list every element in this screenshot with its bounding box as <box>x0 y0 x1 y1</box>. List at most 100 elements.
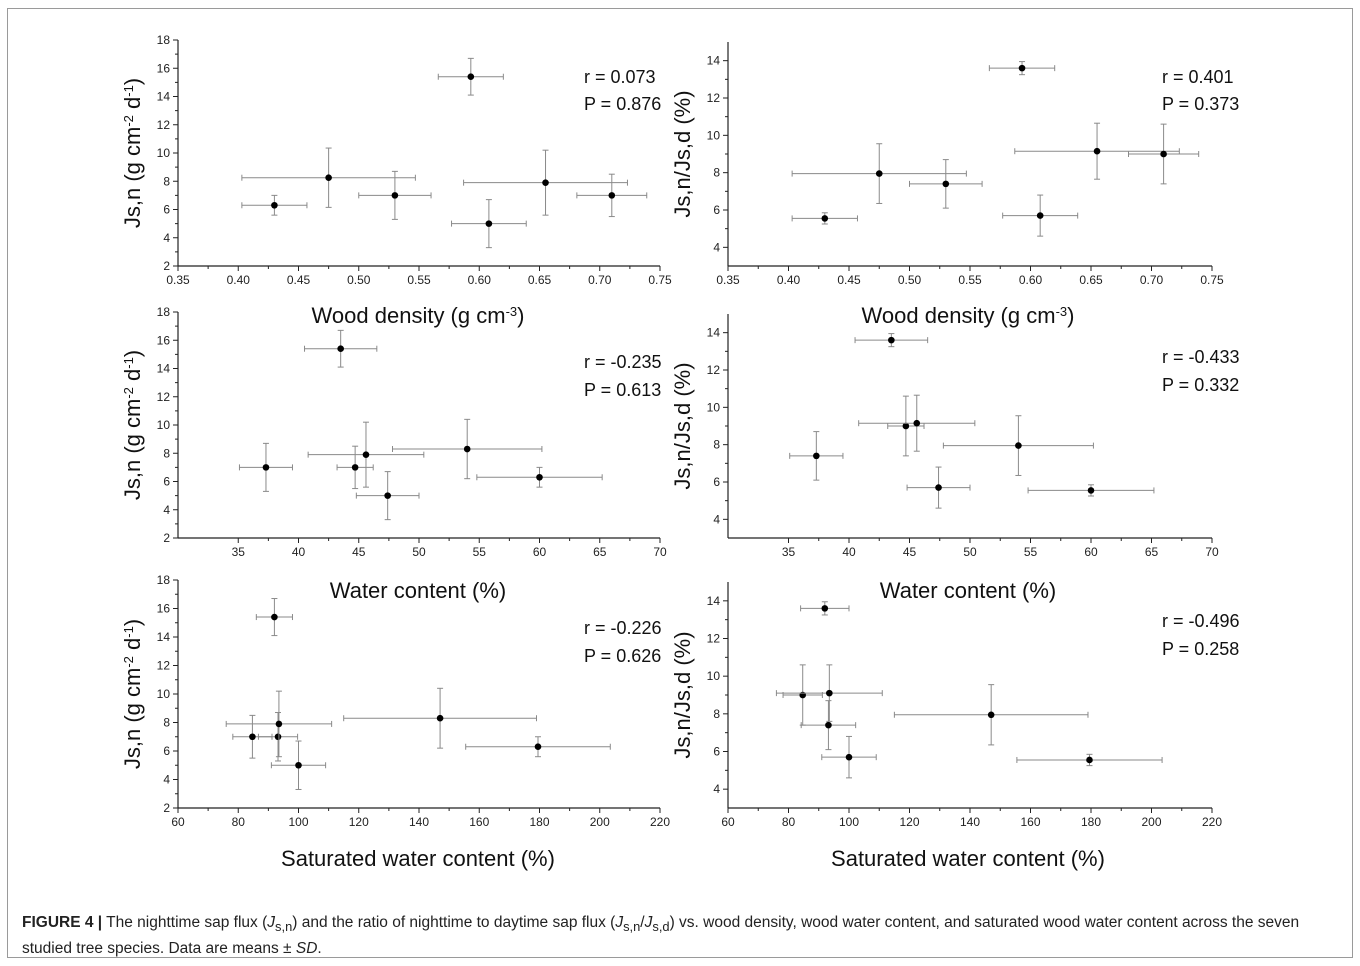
x-tick-label: 120 <box>899 815 919 829</box>
caption-text-3: ) vs. wood density, wood water content, … <box>22 914 1300 958</box>
data-point-group <box>358 170 432 220</box>
data-point <box>262 464 270 471</box>
data-point <box>1036 212 1044 219</box>
x-axis-label: Water content (%) <box>330 578 506 603</box>
data-point-group <box>906 466 971 509</box>
data-point-group <box>255 598 293 637</box>
x-tick-label: 60 <box>171 815 185 829</box>
y-tick-label: 12 <box>707 632 721 646</box>
y-axis-label: Js,n/Js,d (%) <box>670 631 695 758</box>
x-tick-label: 80 <box>782 815 796 829</box>
data-point <box>391 192 399 199</box>
data-point-group <box>307 421 425 488</box>
correlation-r-label: r = -0.496 <box>1162 611 1240 631</box>
y-tick-label: 10 <box>157 146 171 160</box>
y-tick-label: 4 <box>163 231 170 245</box>
data-point-group <box>1027 484 1155 497</box>
data-point <box>351 464 359 471</box>
x-tick-label: 0.35 <box>716 273 740 287</box>
x-tick-label: 0.50 <box>347 273 371 287</box>
data-point-group <box>782 664 823 726</box>
y-tick-label: 8 <box>713 438 720 452</box>
x-tick-label: 65 <box>1145 545 1159 559</box>
data-point <box>542 179 549 186</box>
data-point <box>536 473 543 481</box>
x-tick-label: 0.40 <box>227 273 251 287</box>
caption-subscript-1: s,n <box>275 919 293 935</box>
x-tick-label: 0.75 <box>648 273 672 287</box>
x-axis-label: Saturated water content (%) <box>281 846 555 871</box>
y-tick-label: 4 <box>163 503 170 517</box>
data-point-group <box>241 147 416 208</box>
y-tick-label: 18 <box>157 573 171 587</box>
p-value-label: P = 0.258 <box>1162 639 1239 659</box>
data-point-group <box>576 173 648 218</box>
y-tick-label: 12 <box>157 659 171 673</box>
data-point <box>845 753 853 761</box>
chart-panel-d: 35 40 45 50 55 60 65 70 4 6 8 10 12 14 Water content (… <box>670 314 1240 603</box>
x-tick-label: 70 <box>1205 545 1219 559</box>
y-tick-label: 16 <box>157 61 171 75</box>
data-point <box>337 345 344 353</box>
data-point-group <box>355 471 420 521</box>
x-tick-label: 0.40 <box>777 273 801 287</box>
x-tick-label: 220 <box>1202 815 1222 829</box>
x-tick-label: 140 <box>409 815 429 829</box>
data-point <box>608 192 616 199</box>
data-point-group <box>437 57 504 96</box>
y-tick-label: 8 <box>713 707 720 721</box>
figure-caption: FIGURE 4 | The nighttime sap flux (Js,n)… <box>22 912 1338 960</box>
caption-text-1: The nighttime sap flux ( <box>102 914 268 931</box>
x-tick-label: 55 <box>473 545 487 559</box>
x-tick-label: 0.35 <box>166 273 190 287</box>
y-tick-label: 16 <box>157 333 171 347</box>
y-tick-label: 4 <box>713 512 720 526</box>
y-tick-label: 12 <box>707 363 721 377</box>
y-tick-label: 8 <box>163 716 170 730</box>
correlation-r-label: r = -0.433 <box>1162 347 1240 367</box>
x-tick-label: 45 <box>903 545 917 559</box>
y-tick-label: 4 <box>713 240 720 254</box>
x-tick-label: 45 <box>352 545 366 559</box>
data-point <box>913 419 921 427</box>
y-tick-label: 2 <box>163 259 170 273</box>
data-point-group <box>451 199 527 249</box>
data-point <box>1018 64 1026 72</box>
y-tick-label: 12 <box>707 91 721 105</box>
x-axis-label: Water content (%) <box>880 578 1056 603</box>
data-point <box>1086 756 1093 764</box>
y-tick-label: 2 <box>163 531 170 545</box>
y-tick-label: 6 <box>713 475 720 489</box>
data-point-group <box>391 418 543 480</box>
x-tick-label: 180 <box>1081 815 1101 829</box>
data-point <box>1093 147 1101 155</box>
y-tick-label: 10 <box>157 418 171 432</box>
data-point-group <box>791 212 858 225</box>
x-tick-label: 50 <box>412 545 426 559</box>
y-tick-label: 12 <box>157 118 171 132</box>
x-tick-label: 0.55 <box>958 273 982 287</box>
caption-sd: SD <box>295 940 318 958</box>
y-tick-label: 10 <box>707 400 721 414</box>
x-tick-label: 0.55 <box>407 273 431 287</box>
x-tick-label: 55 <box>1024 545 1038 559</box>
data-point <box>987 711 995 719</box>
data-point <box>825 721 832 729</box>
x-tick-label: 160 <box>469 815 489 829</box>
data-point <box>271 613 278 621</box>
data-point <box>1015 442 1022 449</box>
data-point-group <box>343 687 537 749</box>
x-tick-label: 0.65 <box>528 273 552 287</box>
caption-symbol-2: J <box>615 914 624 931</box>
data-point <box>271 201 278 209</box>
y-tick-label: 14 <box>707 326 721 340</box>
data-point <box>467 73 475 81</box>
y-tick-label: 10 <box>157 687 171 701</box>
chart-panel-f: 60 80 100 120 140 160 180 200 220 4 6 8 10 12 14 Satura… <box>670 582 1240 871</box>
data-point <box>463 445 471 453</box>
x-tick-label: 70 <box>653 545 667 559</box>
y-tick-label: 2 <box>163 801 170 815</box>
data-point-group <box>800 601 850 616</box>
data-point-group <box>821 735 877 779</box>
x-tick-label: 0.75 <box>1200 273 1224 287</box>
